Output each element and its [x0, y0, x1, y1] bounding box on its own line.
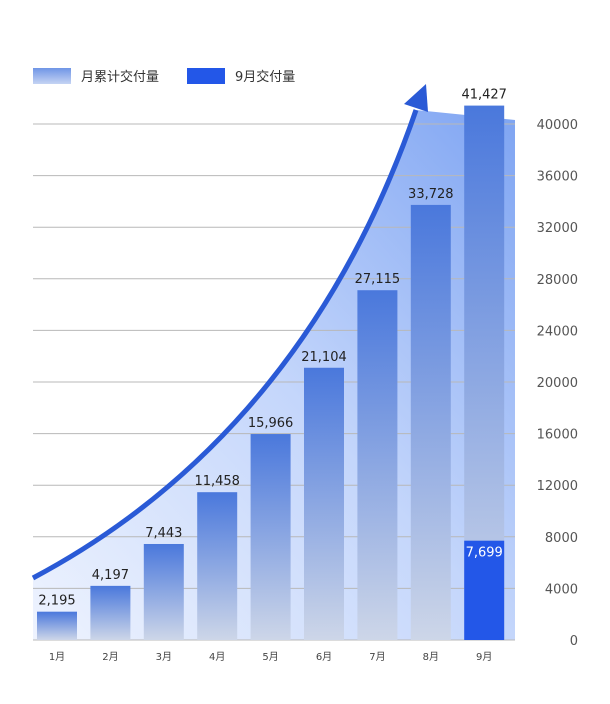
x-tick-label: 5月 — [262, 651, 278, 663]
legend-swatch-cumulative — [33, 67, 71, 84]
y-tick-label: 16000 — [537, 428, 578, 443]
trend-arrow-line — [31, 109, 419, 581]
data-label: 7,443 — [145, 526, 182, 541]
data-label: 2,195 — [38, 594, 75, 609]
y-tick-label: 0 — [570, 634, 578, 649]
legend-label-cumulative: 月累计交付量 — [81, 70, 160, 85]
x-tick-label: 9月 — [476, 651, 492, 663]
data-label: 33,728 — [408, 187, 454, 202]
data-label: 15,966 — [248, 416, 294, 431]
x-tick-label: 8月 — [423, 651, 439, 663]
bar-cumulative — [304, 367, 344, 640]
x-tick-label: 1月 — [49, 651, 65, 663]
x-tick-label: 6月 — [316, 651, 332, 663]
bar-cumulative — [197, 492, 238, 640]
y-tick-label: 4000 — [545, 582, 578, 597]
y-tick-label: 36000 — [537, 170, 578, 185]
x-tick-label: 3月 — [156, 651, 172, 663]
bar-cumulative — [250, 434, 291, 640]
trend-arrow-head — [404, 84, 428, 112]
data-label: 41,427 — [461, 88, 507, 103]
bar-cumulative — [143, 543, 184, 640]
data-label: 27,115 — [355, 272, 401, 287]
data-label-september: 7,699 — [466, 546, 503, 561]
bar-cumulative — [410, 204, 451, 640]
legend-swatch-september — [187, 67, 226, 84]
y-tick-label: 40000 — [537, 118, 578, 133]
legend-label-september: 9月交付量 — [235, 70, 296, 85]
y-tick-label: 20000 — [537, 376, 578, 391]
legend: 月累计交付量 9月交付量 — [33, 66, 295, 85]
data-label: 4,197 — [92, 568, 129, 583]
y-tick-label: 28000 — [537, 273, 578, 288]
x-tick-label: 4月 — [209, 651, 225, 663]
bar-cumulative — [357, 290, 398, 640]
y-tick-label: 8000 — [545, 531, 578, 546]
y-tick-label: 12000 — [537, 479, 578, 494]
y-tick-label: 24000 — [537, 324, 578, 339]
bar-september — [464, 540, 505, 640]
bar-cumulative — [37, 611, 77, 640]
y-tick-label: 32000 — [537, 221, 578, 236]
bar-cumulative — [90, 585, 131, 640]
data-label: 21,104 — [301, 350, 347, 365]
x-tick-label: 7月 — [369, 651, 385, 663]
x-tick-label: 2月 — [102, 651, 118, 663]
data-label: 11,458 — [194, 474, 240, 489]
